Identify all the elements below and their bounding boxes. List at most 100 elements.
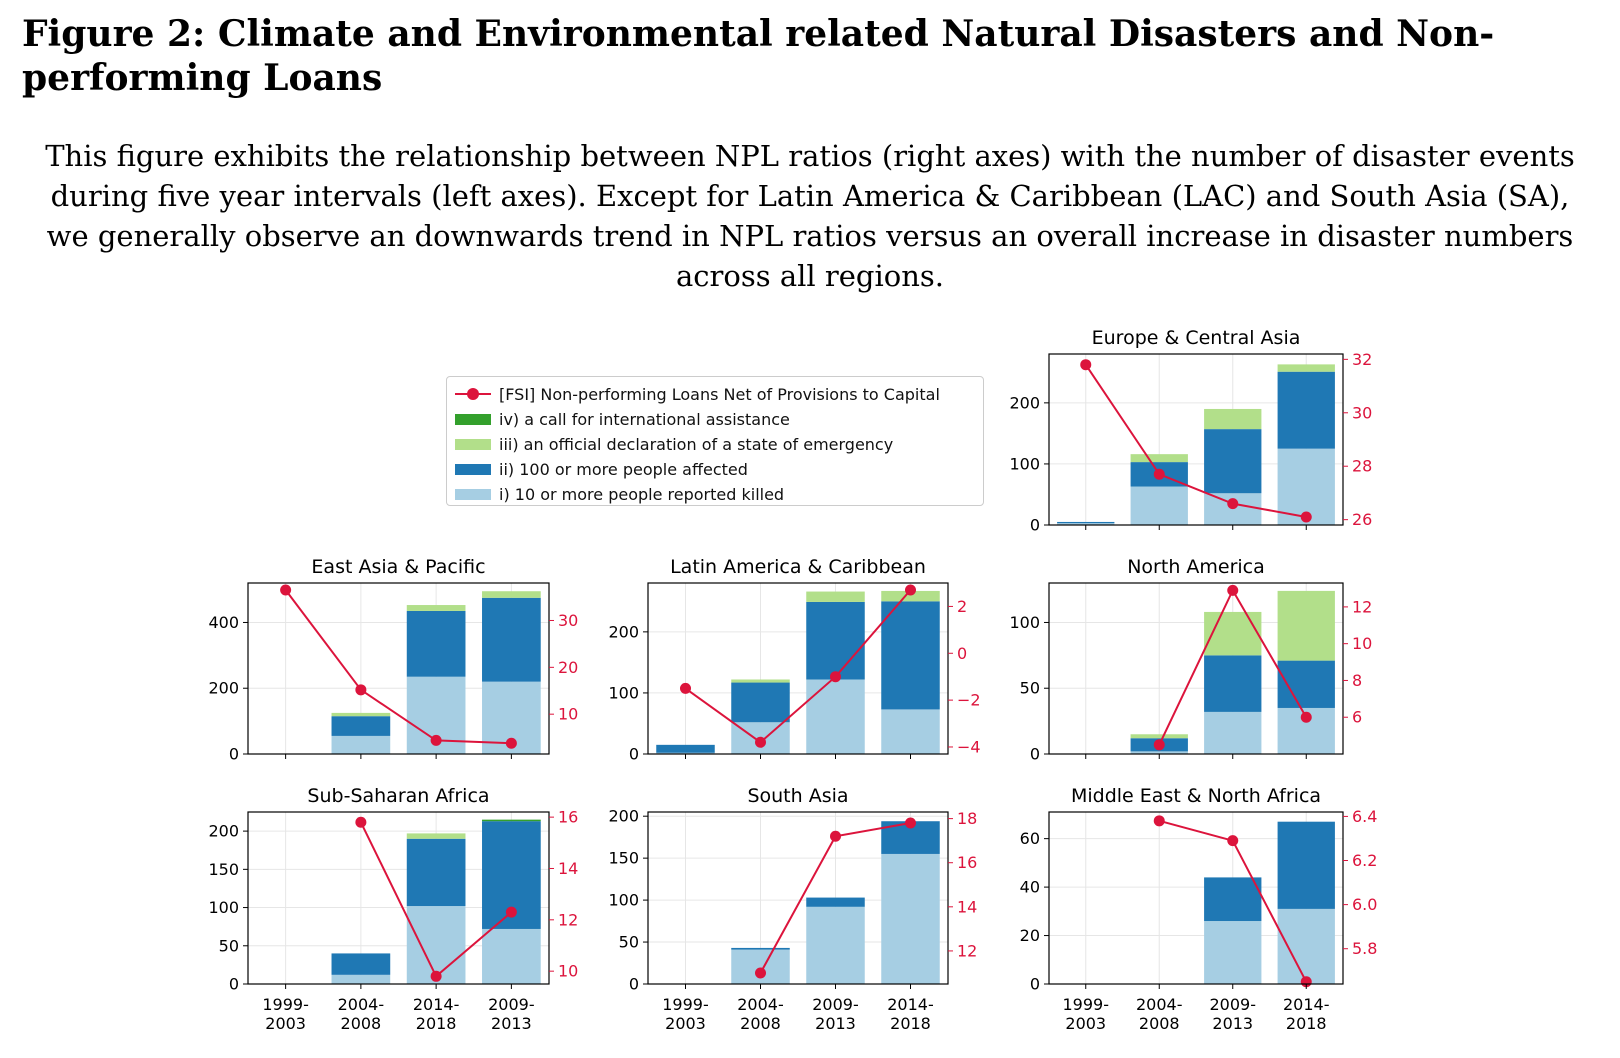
bar-emergency <box>482 591 541 598</box>
bar-affected <box>1204 655 1262 712</box>
x-tick-label: 2014-2018 <box>887 995 934 1033</box>
npl-line <box>284 589 512 745</box>
panel-east-asia-pacific: 0 200 400 10 20 30 East Asia & Pacific <box>153 543 609 819</box>
panel-title: East Asia & Pacific <box>311 556 485 578</box>
bar-emergency <box>1277 590 1335 661</box>
y2-tick-label: 6.4 <box>1352 807 1377 826</box>
npl-point <box>680 682 691 694</box>
bar-killed <box>1204 921 1262 984</box>
npl-point <box>755 736 766 748</box>
bar-emergency <box>406 833 466 839</box>
y-tick-label: 200 <box>1009 393 1040 412</box>
bar-affected <box>881 601 940 710</box>
bar-assistance <box>482 819 541 822</box>
y2-tick-label: 12 <box>558 910 578 929</box>
y2-tick-label: 30 <box>558 611 578 630</box>
y2-tick-label: 8 <box>1352 671 1362 690</box>
plot-frame <box>247 582 550 755</box>
bar-affected <box>656 744 715 753</box>
y-tick-label: 0 <box>1030 975 1040 994</box>
y2-tick-label: 6.2 <box>1352 851 1377 870</box>
npl-point <box>1153 739 1165 751</box>
figure-title: Figure 2: Climate and Environmental rela… <box>22 13 1495 99</box>
npl-point <box>355 684 367 696</box>
npl-point <box>905 584 916 596</box>
bar-affected <box>1204 429 1262 494</box>
y2-tick-label: 16 <box>558 808 578 827</box>
panel-title: South Asia <box>747 785 848 807</box>
npl-point <box>1300 511 1312 523</box>
y2-tick-label: 10 <box>1352 634 1372 653</box>
bar-killed <box>331 735 391 754</box>
y2-tick-label: 18 <box>957 809 977 828</box>
chart-legend: [FSI] Non-performing Loans Net of Provis… <box>446 376 984 506</box>
bar-emergency <box>881 590 940 602</box>
y-tick-label: 0 <box>629 745 639 764</box>
panel-title: Latin America & Caribbean <box>670 556 926 578</box>
y2-tick-label: 16 <box>957 853 977 872</box>
panel-title: Middle East & North Africa <box>1071 785 1321 807</box>
bar-killed <box>482 928 541 984</box>
x-tick-label: 2014-2018 <box>413 995 460 1033</box>
panel-latin-america-caribbean: 0 100 200 −4 −2 0 2 Latin America & Caribbean <box>553 543 1008 819</box>
legend-label-affected: ii) 100 or more people affected <box>499 460 748 479</box>
legend-item-npl: [FSI] Non-performing Loans Net of Provis… <box>447 382 983 407</box>
bar-killed <box>881 853 940 984</box>
x-tick-label: 2009-2013 <box>1210 995 1257 1033</box>
x-tick-label: 2004-2008 <box>737 995 784 1033</box>
x-tick-label: 2009-2013 <box>488 995 535 1033</box>
plot-frame <box>247 811 550 985</box>
y-tick-label: 100 <box>208 898 239 917</box>
legend-swatch-affected <box>455 464 491 475</box>
x-tick-label: 2004-2008 <box>1136 995 1183 1033</box>
y-tick-label: 50 <box>219 936 239 955</box>
bar-affected <box>806 897 865 907</box>
y2-tick-label: 5.8 <box>1352 939 1377 958</box>
panel-europe-central-asia: 0 100 200 26 28 30 32 Europe & Central Asia <box>954 314 1403 590</box>
y2-tick-label: 28 <box>1352 457 1372 476</box>
bar-killed <box>1204 711 1262 754</box>
npl-line <box>1084 364 1307 518</box>
y2-tick-label: 10 <box>558 705 578 724</box>
panel-north-america: 0 50 100 6 8 10 12 North America <box>954 543 1403 819</box>
bar-emergency <box>331 712 391 717</box>
bar-emergency <box>1204 611 1262 656</box>
legend-item-emergency: iii) an official declaration of a state … <box>447 432 983 457</box>
bar-affected <box>331 953 391 975</box>
npl-point <box>755 967 766 979</box>
plot-frame <box>647 582 949 755</box>
bar-affected <box>1057 521 1115 524</box>
y2-tick-label: 2 <box>957 597 967 616</box>
legend-label-emergency: iii) an official declaration of a state … <box>499 435 894 454</box>
bar-emergency <box>806 591 865 602</box>
legend-swatch-assistance <box>455 414 491 425</box>
y-tick-label: 50 <box>619 933 639 952</box>
y2-tick-label: 26 <box>1352 510 1372 529</box>
y2-tick-label: −2 <box>957 691 981 710</box>
plot-frame <box>1048 811 1344 985</box>
y2-tick-label: 10 <box>558 962 578 981</box>
npl-point <box>1080 359 1092 371</box>
y2-tick-label: 12 <box>957 941 977 960</box>
y-tick-label: 0 <box>629 975 639 994</box>
bar-killed <box>806 679 865 754</box>
legend-item-affected: ii) 100 or more people affected <box>447 457 983 482</box>
bar-killed <box>1057 523 1115 525</box>
y2-tick-label: 30 <box>1352 403 1372 422</box>
bar-emergency <box>1130 454 1188 463</box>
y-tick-label: 200 <box>208 822 239 841</box>
y-tick-label: 100 <box>1009 454 1040 473</box>
npl-point <box>1300 711 1312 723</box>
chart-svg: 0 50 100 150 200 10 12 14 16 1999-2003 2004-2008 20… <box>208 785 578 1033</box>
y-tick-label: 200 <box>608 807 639 826</box>
npl-point <box>1227 498 1239 510</box>
bar-affected <box>731 947 790 950</box>
panel-title: Sub-Saharan Africa <box>307 785 489 807</box>
y-tick-label: 0 <box>229 975 239 994</box>
npl-point <box>830 671 841 683</box>
npl-line <box>684 589 912 744</box>
y-tick-label: 100 <box>1009 613 1040 632</box>
y-tick-label: 20 <box>1020 926 1040 945</box>
y-tick-label: 0 <box>229 745 239 764</box>
bar-affected <box>406 838 466 907</box>
